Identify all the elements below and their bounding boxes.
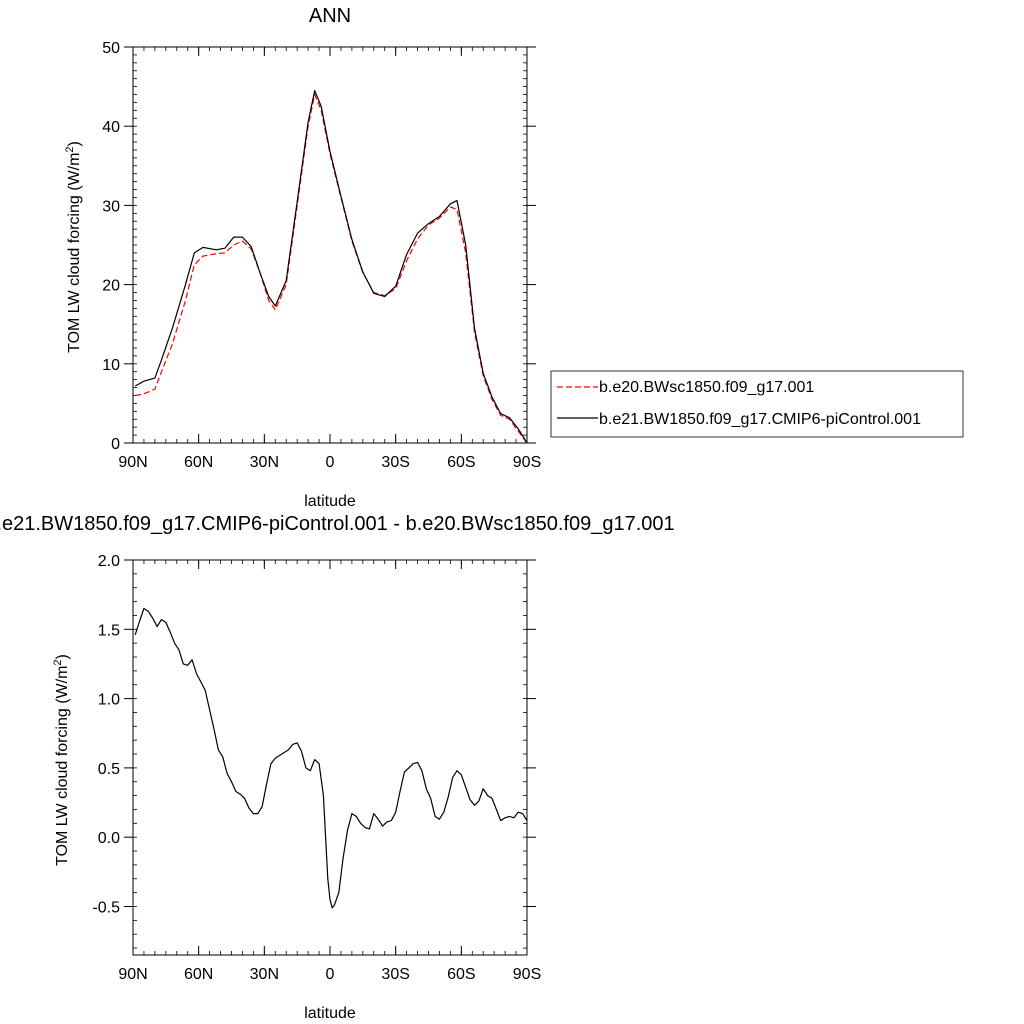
y-axis-label-sup: 2 (64, 146, 76, 152)
y-tick-label: 10 (102, 357, 120, 374)
y-axis-label-main: TOM LW cloud forcing (W/m (66, 153, 83, 353)
y-axis-label-sup: 2 (52, 659, 64, 665)
y-tick-label: 2.0 (98, 553, 120, 570)
panel-ann: ANN 90N 60N 30N 0 30S 60S 90S 0 10 20 30 40 50 latit… (64, 5, 964, 510)
y-tick-label: 1.0 (98, 692, 120, 709)
series-line-bwsc1850 (135, 93, 528, 444)
plot-area: 90N 60N 30N 0 30S 60S 90S -0.5 0.0 0.5 1.0 1.5 2.0 (92, 553, 541, 983)
x-tick-label: 60S (447, 454, 475, 471)
x-tick-label: 60S (447, 966, 475, 983)
panel-title: ANN (309, 5, 351, 27)
y-axis-label-main: TOM LW cloud forcing (W/m (54, 666, 71, 866)
x-tick-label: 60N (184, 454, 213, 471)
x-tick-label: 0 (326, 966, 335, 983)
x-tick-label: 30S (381, 454, 409, 471)
y-axis-label: TOM LW cloud forcing (W/m2) (64, 141, 83, 353)
y-tick-label: 20 (102, 278, 120, 295)
legend: b.e20.BWsc1850.f09_g17.001 b.e21.BW1850.… (550, 370, 964, 438)
y-tick-label: 1.5 (98, 622, 120, 639)
y-axis-label-close: ) (54, 654, 71, 659)
x-tick-label: 90N (118, 966, 147, 983)
legend-label-bwsc1850: b.e20.BWsc1850.f09_g17.001 (599, 379, 814, 396)
y-tick-label: 30 (102, 198, 120, 215)
y-tick-label: -0.5 (92, 899, 120, 916)
x-tick-label: 90S (513, 454, 541, 471)
legend-label-bw1850: b.e21.BW1850.f09_g17.CMIP6-piControl.001 (599, 411, 921, 428)
y-axis-label: TOM LW cloud forcing (W/m2) (52, 654, 71, 866)
x-tick-label: 90S (513, 966, 541, 983)
x-axis-label: latitude (304, 493, 356, 510)
x-tick-label: 60N (184, 966, 213, 983)
y-tick-label: 0.0 (98, 830, 120, 847)
series-line-bw1850 (134, 89, 528, 444)
x-tick-label: 30N (250, 966, 279, 983)
y-tick-label: 0.5 (98, 761, 120, 778)
x-tick-label: 0 (326, 454, 335, 471)
x-tick-label: 90N (118, 454, 147, 471)
x-tick-label: 30N (250, 454, 279, 471)
y-tick-label: 40 (102, 119, 120, 136)
panel-difference: b.e21.BW1850.f09_g17.CMIP6-piControl.001… (0, 513, 675, 1022)
legend-box (550, 370, 964, 438)
plot-area: 90N 60N 30N 0 30S 60S 90S 0 10 20 30 40 50 (102, 40, 541, 471)
series-line-difference (134, 607, 528, 909)
y-tick-label: 50 (102, 40, 120, 57)
x-tick-label: 30S (381, 966, 409, 983)
y-tick-label: 0 (111, 436, 120, 453)
panel-title: b.e21.BW1850.f09_g17.CMIP6-piControl.001… (0, 513, 675, 535)
plot-frame (132, 46, 528, 444)
x-axis-label: latitude (304, 1005, 356, 1022)
y-axis-label-close: ) (66, 141, 83, 146)
